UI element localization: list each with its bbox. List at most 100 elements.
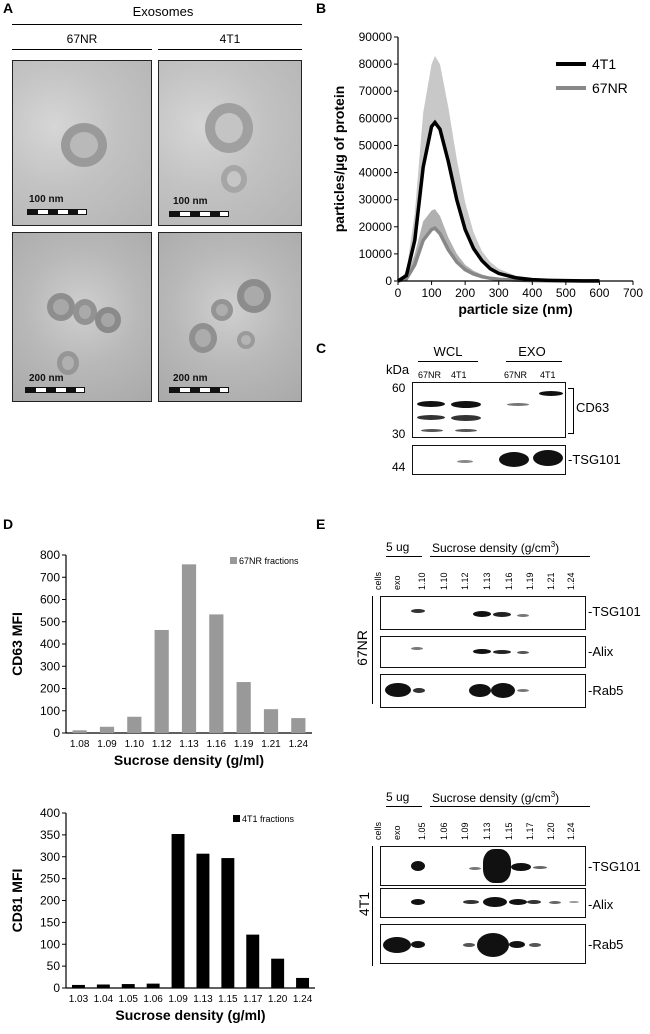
x-tick-label: 1.13 (179, 739, 199, 750)
lane-label: 4T1 (451, 370, 467, 380)
panel-b-letter: B (316, 0, 327, 16)
error-band (398, 55, 600, 281)
x-tick-label: 1.08 (70, 739, 90, 750)
x-tick-label: 1.15 (218, 994, 238, 1005)
x-tick-label: 1.06 (143, 994, 163, 1005)
lane-label: 1.24 (566, 822, 576, 840)
y-tick-label: 350 (40, 828, 60, 842)
y-axis-label: particles/µg of protein (331, 86, 347, 233)
lane-label: 1.20 (546, 822, 556, 840)
density-header-text: Sucrose density (g/cm (432, 791, 551, 805)
e-top-tsg101-label: -TSG101 (588, 604, 641, 619)
density-header-text: Sucrose density (g/cm (432, 541, 551, 555)
bar (271, 958, 285, 988)
em-image-4t1-100nm: 100 nm (158, 60, 302, 226)
bar (127, 716, 142, 733)
x-tick-label: 300 (489, 286, 509, 300)
series-line (397, 226, 600, 283)
e-top-load-label: 5 ug (386, 540, 410, 554)
e-bottom-tsg101-label: -TSG101 (588, 859, 641, 874)
bar (99, 726, 115, 733)
lane-label: exo (392, 825, 402, 840)
y-tick-label: 200 (40, 894, 60, 908)
cd63-label: CD63 (576, 400, 610, 415)
bar (146, 983, 160, 988)
x-tick-label: 200 (455, 286, 475, 300)
mw-30: 30 (392, 427, 406, 441)
x-tick-label: 1.20 (268, 994, 288, 1005)
lane-label: 67NR (418, 370, 442, 380)
x-tick-label: 0 (395, 286, 402, 300)
y-axis-label: CD63 MFI (9, 612, 25, 676)
lane-label: 1.06 (439, 822, 449, 840)
legend-swatch (233, 815, 240, 822)
lane-label: 1.24 (566, 572, 576, 590)
mw-60: 60 (392, 381, 406, 395)
bar (291, 718, 306, 733)
e-top-load-rule (386, 556, 422, 557)
y-tick-label: 700 (40, 570, 60, 584)
y-tick-label: 400 (40, 806, 60, 820)
bar (209, 614, 224, 733)
panel-a-letter: A (3, 0, 14, 16)
em-image-67nr-200nm: 200 nm (12, 232, 152, 402)
e-bottom-density-header: Sucrose density (g/cm3) (432, 790, 559, 805)
bar (154, 629, 169, 733)
em-image-67nr-100nm: 100 nm (12, 60, 152, 226)
y-tick-label: 30000 (359, 193, 393, 207)
y-tick-label: 90000 (359, 30, 393, 44)
wcl-label: WCL (433, 344, 463, 359)
e-bottom-rab5-label: -Rab5 (588, 937, 624, 952)
legend-label: 4T1 fractions (242, 814, 295, 824)
lane-label: 1.13 (482, 572, 492, 590)
bar (263, 709, 279, 733)
wcl-rule (418, 361, 478, 362)
x-axis-label: Sucrose density (g/ml) (115, 1007, 265, 1023)
y-tick-label: 0 (385, 274, 392, 288)
y-tick-label: 800 (40, 548, 60, 562)
bar (121, 984, 135, 988)
scale-bar (25, 387, 85, 393)
x-tick-label: 1.16 (207, 739, 227, 750)
x-tick-label: 1.09 (97, 739, 117, 750)
scale-label: 200 nm (173, 373, 208, 384)
x-tick-label: 400 (522, 286, 542, 300)
x-tick-label: 700 (623, 286, 643, 300)
x-tick-label: 1.05 (119, 994, 139, 1005)
e-top-rab5-blot (380, 674, 586, 708)
e-bottom-alix-label: -Alix (588, 897, 614, 912)
scale-label: 100 nm (29, 194, 64, 205)
exo-label: EXO (518, 344, 546, 359)
scale-bar (27, 209, 87, 215)
y-tick-label: 300 (40, 659, 60, 673)
panel-c-letter: C (316, 340, 327, 356)
x-tick-label: 500 (556, 286, 576, 300)
bar (71, 984, 85, 988)
y-axis-label: CD81 MFI (9, 869, 25, 933)
e-bottom-tsg101-blot (380, 846, 586, 886)
e-bottom-rab5-blot (380, 924, 586, 964)
mw-44: 44 (392, 460, 406, 474)
bar (236, 682, 251, 733)
lane-label: exo (392, 575, 402, 590)
panel-a-col1-label: 67NR (66, 32, 98, 46)
y-tick-label: 50000 (359, 138, 393, 152)
e-bottom-load-label: 5 ug (386, 790, 410, 804)
scale-bar (169, 211, 229, 217)
bar (221, 858, 235, 988)
scale-bar (169, 387, 229, 393)
y-tick-label: 250 (40, 872, 60, 886)
y-tick-label: 80000 (359, 57, 393, 71)
x-tick-label: 1.21 (261, 739, 281, 750)
lane-label: 1.10 (439, 572, 449, 590)
density-header-sup: 3 (550, 540, 556, 549)
legend-label: 4T1 (592, 56, 616, 72)
x-tick-label: 600 (589, 286, 609, 300)
x-tick-label: 1.24 (293, 994, 313, 1005)
x-axis-label: Sucrose density (g/ml) (114, 752, 264, 768)
y-tick-label: 40000 (359, 166, 393, 180)
exo-rule (506, 361, 562, 362)
e-bottom-density-rule (430, 806, 590, 807)
panel-a-col2-label: 4T1 (219, 32, 241, 46)
y-tick-label: 600 (40, 593, 60, 607)
